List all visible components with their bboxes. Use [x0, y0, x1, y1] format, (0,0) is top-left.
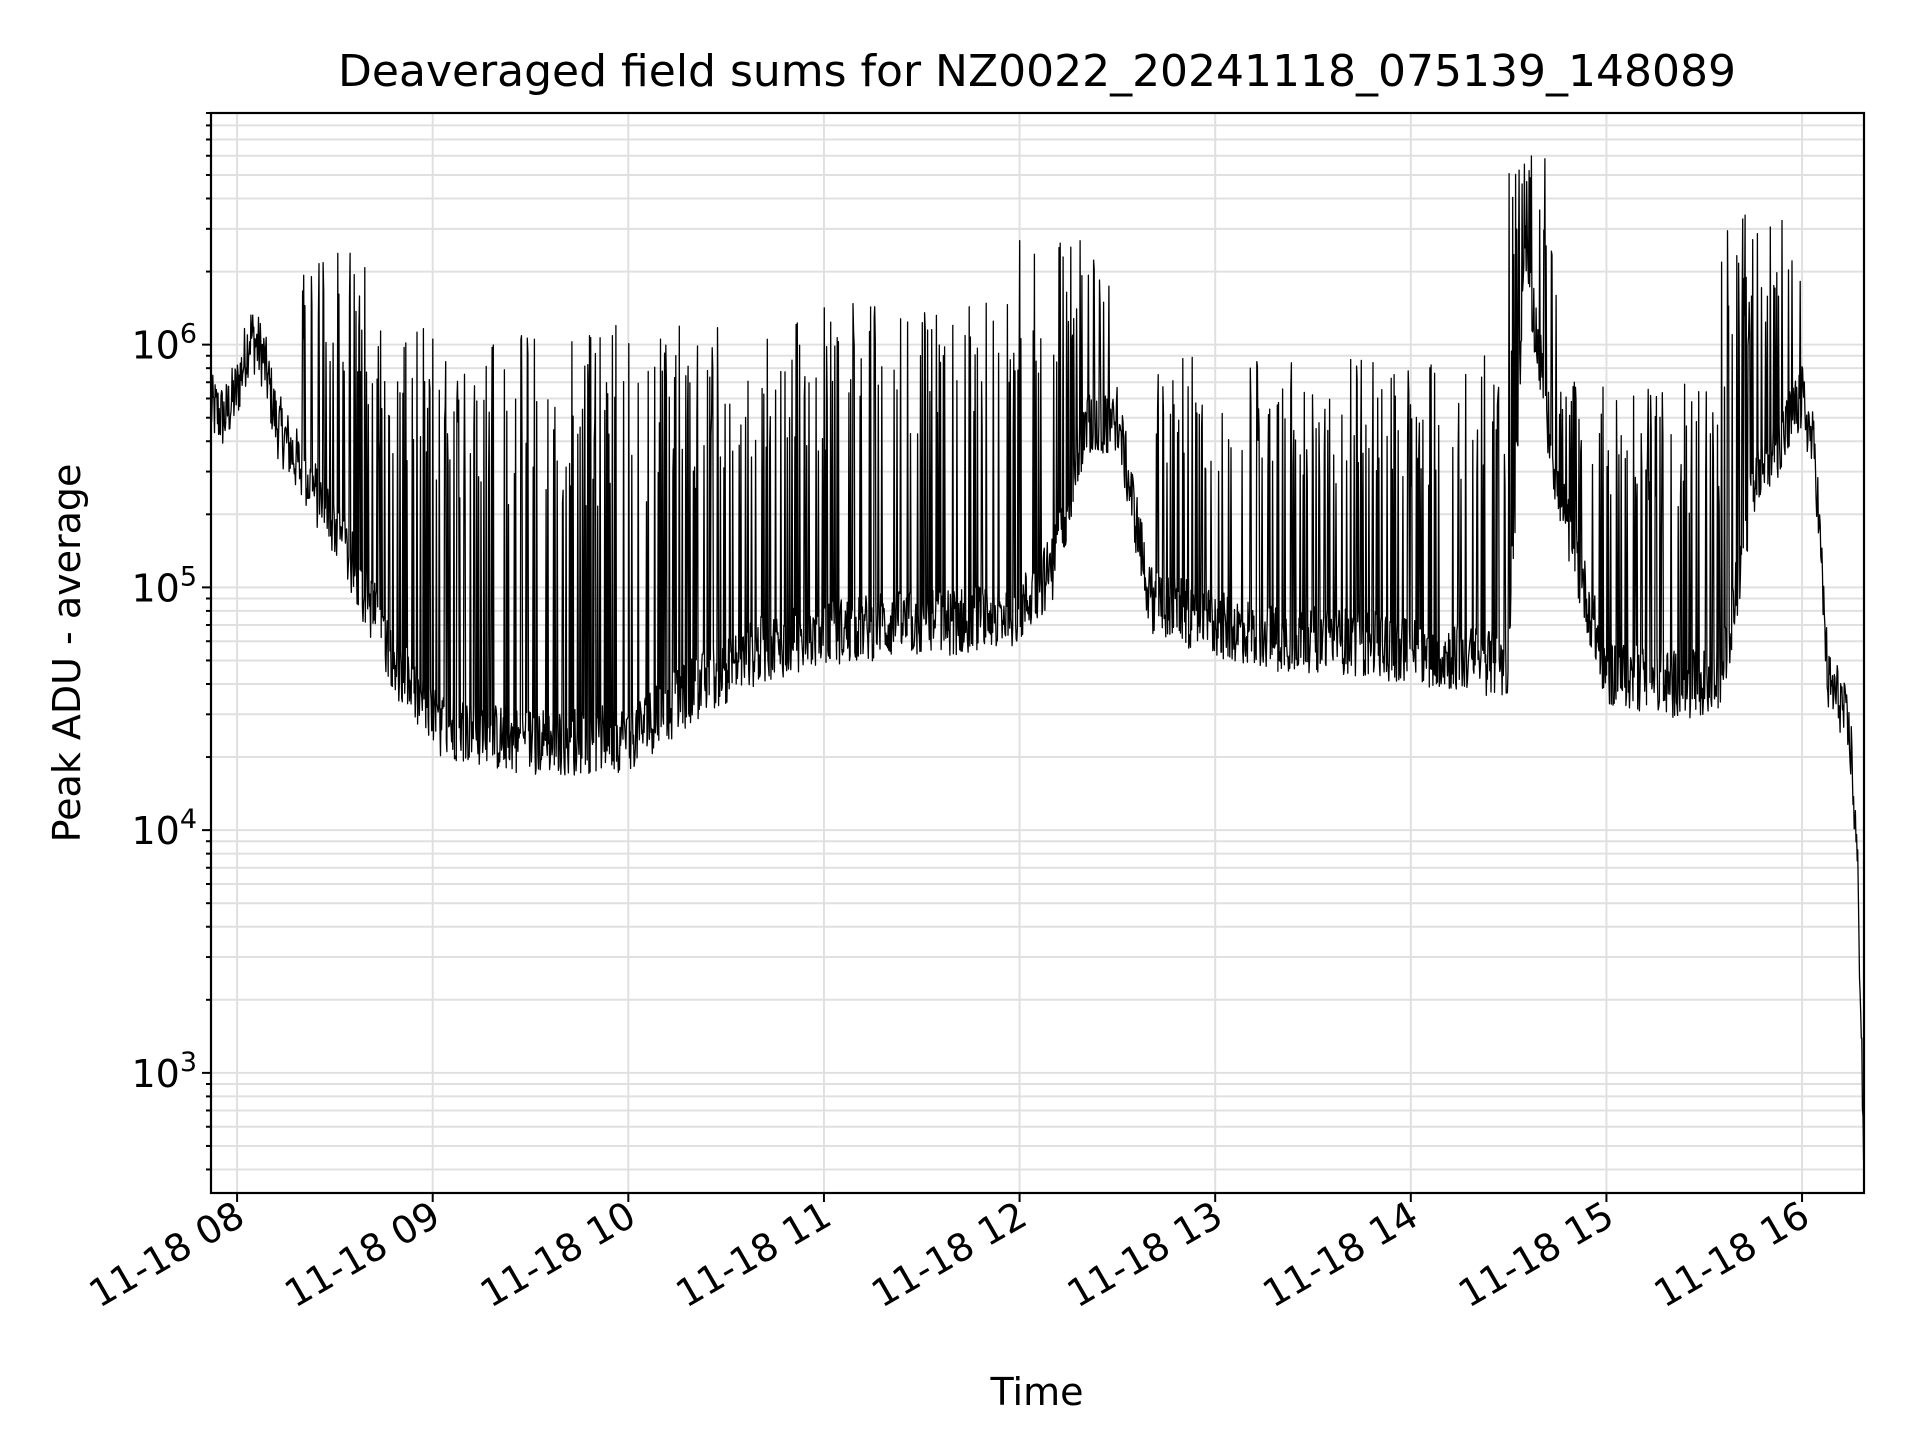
y-tick-base: 10	[131, 809, 179, 853]
chart-title: Deaveraged field sums for NZ0022_2024111…	[338, 46, 1736, 97]
x-tick-label: 11-18 11	[668, 1193, 838, 1317]
x-tick-label: 11-18 13	[1060, 1193, 1230, 1317]
x-tick-label: 11-18 09	[277, 1193, 447, 1317]
plot-frame	[209, 111, 1866, 1195]
x-tick-label: 11-18 12	[864, 1193, 1034, 1317]
series-group	[210, 155, 1865, 1161]
y-tick-label: 106	[131, 319, 197, 368]
y-tick-label: 103	[131, 1047, 197, 1096]
x-axis-label: Time	[990, 1370, 1084, 1414]
x-tick-label: 11-18 08	[82, 1193, 252, 1317]
x-tick-label: 11-18 10	[473, 1193, 643, 1317]
y-tick-base: 10	[131, 1052, 179, 1096]
y-tick-exponent: 3	[180, 1047, 197, 1078]
y-tick-exponent: 4	[180, 804, 197, 835]
x-axis: 11-18 08 11-18 09 11-18 10 11-18 11 11-18 12…	[82, 1193, 1817, 1317]
x-tick-label: 11-18 16	[1647, 1193, 1817, 1317]
x-tick-label: 11-18 15	[1451, 1193, 1621, 1317]
y-tick-label: 104	[131, 804, 197, 853]
series-line	[210, 155, 1865, 1161]
y-tick-base: 10	[131, 566, 179, 610]
y-tick-exponent: 6	[180, 319, 197, 350]
y-tick-exponent: 5	[180, 561, 197, 592]
y-tick-label: 105	[131, 561, 197, 610]
x-tick-label: 11-18 14	[1255, 1193, 1425, 1317]
y-axis-label: Peak ADU - average	[45, 464, 89, 843]
y-tick-base: 10	[131, 324, 179, 368]
